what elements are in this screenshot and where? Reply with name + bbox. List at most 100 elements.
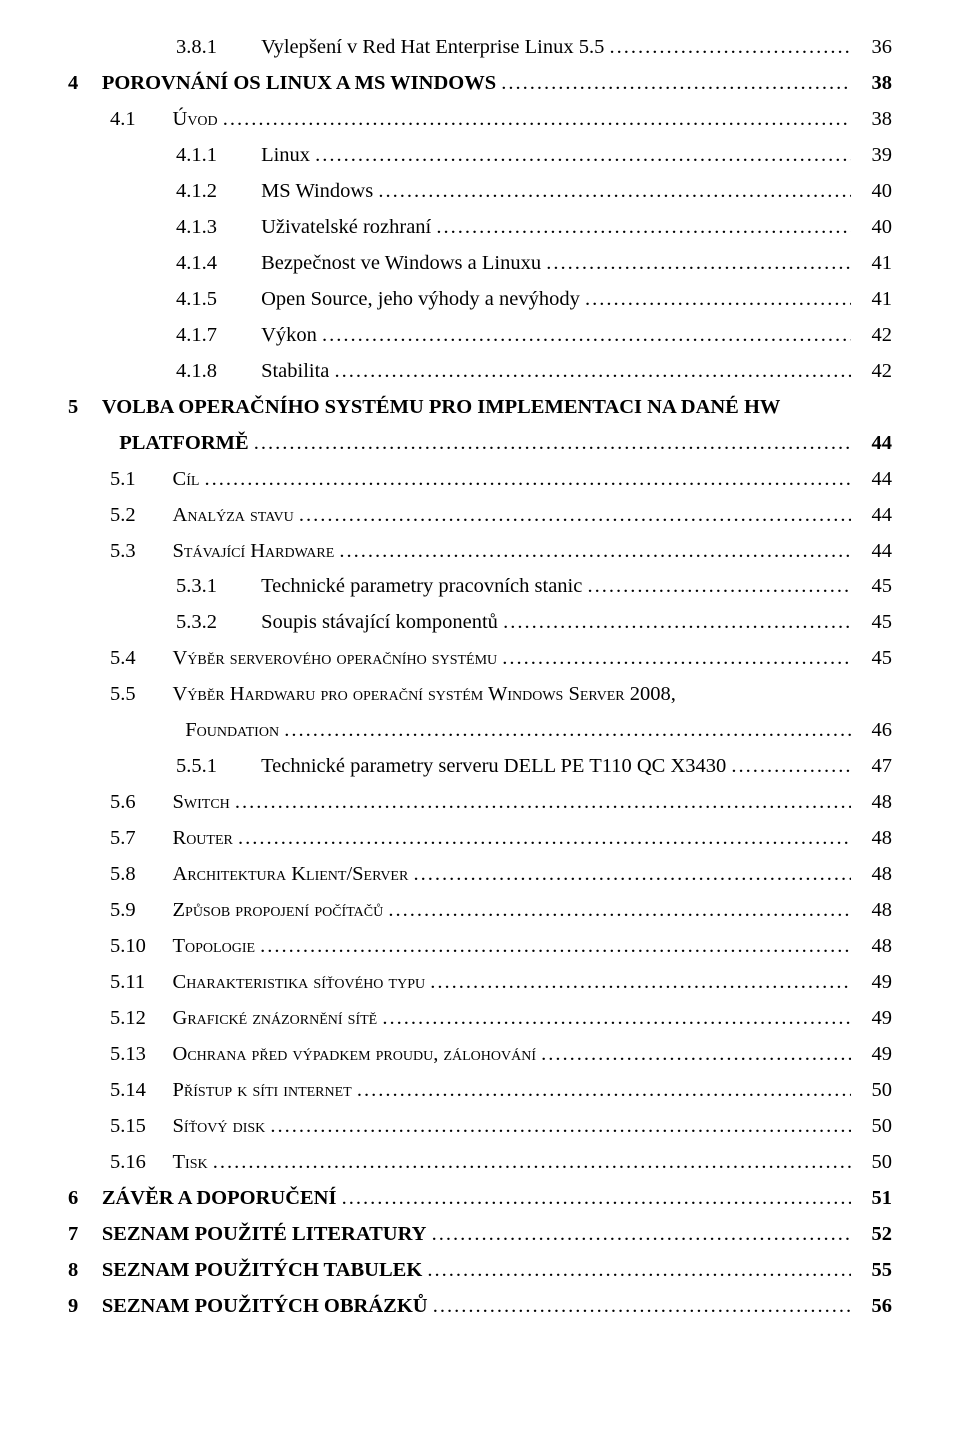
toc-page-number: 56 xyxy=(851,1291,892,1323)
toc-page-number: 39 xyxy=(851,140,892,172)
toc-label: Úvod xyxy=(163,104,217,136)
toc-entry: 8SEZNAM POUŽITÝCH TABULEK55 xyxy=(68,1255,892,1287)
toc-entry: 5.11Charakteristika síťového typu49 xyxy=(68,967,892,999)
toc-entry: 5.10Topologie48 xyxy=(68,931,892,963)
toc-page-number: 51 xyxy=(851,1183,892,1215)
toc-leader xyxy=(218,104,851,136)
toc-entry: 5.5Výběr Hardwaru pro operační systém Wi… xyxy=(68,679,892,711)
toc-label: Cíl xyxy=(163,464,199,496)
toc-entry: 5.9Způsob propojení počítačů 48 xyxy=(68,895,892,927)
toc-page-number: 44 xyxy=(851,428,892,460)
toc-label: Architektura Klient/Server xyxy=(163,859,408,891)
toc-entry: 5.13Ochrana před výpadkem proudu, záloho… xyxy=(68,1039,892,1071)
toc-page-number: 48 xyxy=(851,931,892,963)
toc-label: Foundation xyxy=(176,715,279,747)
toc-page-number: 46 xyxy=(851,715,892,747)
toc-page-number: 49 xyxy=(851,1003,892,1035)
toc-entry: 4.1.2MS Windows40 xyxy=(68,176,892,208)
toc-number: 5.10 xyxy=(110,931,163,963)
toc-leader xyxy=(208,1147,851,1179)
toc-entry: 4.1.8Stabilita42 xyxy=(68,356,892,388)
toc-leader xyxy=(377,1003,851,1035)
toc-entry: 7SEZNAM POUŽITÉ LITERATURY52 xyxy=(68,1219,892,1251)
toc-entry: 4.1Úvod38 xyxy=(68,104,892,136)
toc-page-number: 52 xyxy=(851,1219,892,1251)
toc-entry: 5.12Grafické znázornění sítě 49 xyxy=(68,1003,892,1035)
toc-number: 4.1.1 xyxy=(176,140,252,172)
toc-page-number: 40 xyxy=(851,176,892,208)
toc-label: Bezpečnost ve Windows a Linuxu xyxy=(252,248,541,280)
toc-leader xyxy=(329,356,851,388)
toc-number: 5.1 xyxy=(110,464,163,496)
toc-label: VOLBA OPERAČNÍHO SYSTÉMU PRO IMPLEMENTAC… xyxy=(93,392,781,424)
toc-label: Tisk xyxy=(163,1147,207,1179)
toc-entry: 5.2Analýza stavu44 xyxy=(68,500,892,532)
toc-number: 5.9 xyxy=(110,895,163,927)
toc-number: 4.1.7 xyxy=(176,320,252,352)
toc-entry: 5.3.1Technické parametry pracovních stan… xyxy=(68,571,892,603)
toc-entry: 9SEZNAM POUŽITÝCH OBRÁZKŮ56 xyxy=(68,1291,892,1323)
toc-number: 5.12 xyxy=(110,1003,163,1035)
toc-number: 5.7 xyxy=(110,823,163,855)
toc-entry: 5.1Cíl 44 xyxy=(68,464,892,496)
toc-entry: 5VOLBA OPERAČNÍHO SYSTÉMU PRO IMPLEMENTA… xyxy=(68,392,892,424)
toc-number: 5 xyxy=(68,392,93,424)
toc-entry: 4.1.3Uživatelské rozhraní40 xyxy=(68,212,892,244)
toc-leader xyxy=(541,248,851,280)
toc-entry: 5.5.1Technické parametry serveru DELL PE… xyxy=(68,751,892,783)
toc-number: 7 xyxy=(68,1219,93,1251)
toc-leader xyxy=(498,607,851,639)
toc-leader xyxy=(428,1291,851,1323)
toc-label: Uživatelské rozhraní xyxy=(252,212,431,244)
toc-page-number: 44 xyxy=(851,464,892,496)
toc-label: Vylepšení v Red Hat Enterprise Linux 5.5 xyxy=(252,32,605,64)
toc-leader xyxy=(496,68,851,100)
toc-leader xyxy=(233,823,851,855)
toc-page-number: 45 xyxy=(851,643,892,675)
toc-entry: Foundation 46 xyxy=(68,715,892,747)
toc-number: 5.3.1 xyxy=(176,571,252,603)
toc-number: 9 xyxy=(68,1291,93,1323)
toc-page-number: 38 xyxy=(851,104,892,136)
toc-entry: 5.6Switch48 xyxy=(68,787,892,819)
toc-label: Technické parametry pracovních stanic xyxy=(252,571,583,603)
toc-leader xyxy=(604,32,851,64)
toc-page-number: 42 xyxy=(851,356,892,388)
toc-leader xyxy=(408,859,851,891)
toc-page-number: 55 xyxy=(851,1255,892,1287)
toc-label: Způsob propojení počítačů xyxy=(163,895,383,927)
toc-entry: 3.8.1Vylepšení v Red Hat Enterprise Linu… xyxy=(68,32,892,64)
toc-entry: 4.1.4Bezpečnost ve Windows a Linuxu41 xyxy=(68,248,892,280)
toc-entry: PLATFORMĚ44 xyxy=(68,428,892,460)
toc-number: 4.1.2 xyxy=(176,176,252,208)
toc-leader xyxy=(536,1039,851,1071)
toc-leader xyxy=(317,320,851,352)
toc-page-number: 42 xyxy=(851,320,892,352)
toc-leader xyxy=(580,284,851,316)
toc-leader xyxy=(352,1075,851,1107)
toc-label: Grafické znázornění sítě xyxy=(163,1003,377,1035)
toc-label: Výkon xyxy=(252,320,317,352)
toc-leader xyxy=(497,643,851,675)
toc-leader xyxy=(255,931,851,963)
toc-page-number: 48 xyxy=(851,895,892,927)
toc-number: 5.3 xyxy=(110,536,163,568)
toc-number: 5.13 xyxy=(110,1039,163,1071)
toc-label: Výběr serverového operačního systému xyxy=(163,643,497,675)
toc-leader xyxy=(726,751,851,783)
toc-label: Linux xyxy=(252,140,310,172)
toc-number: 4.1.5 xyxy=(176,284,252,316)
toc-number: 4.1.8 xyxy=(176,356,252,388)
toc-leader xyxy=(422,1255,851,1287)
toc-number: 5.2 xyxy=(110,500,163,532)
toc-label: ZÁVĚR A DOPORUČENÍ xyxy=(93,1183,337,1215)
toc-page-number: 41 xyxy=(851,248,892,280)
toc-page-number: 49 xyxy=(851,967,892,999)
toc-label: Stávající Hardware xyxy=(163,536,334,568)
toc-entry: 4POROVNÁNÍ OS LINUX A MS WINDOWS38 xyxy=(68,68,892,100)
toc-leader xyxy=(427,1219,852,1251)
toc-number: 5.5.1 xyxy=(176,751,252,783)
toc-page-number: 45 xyxy=(851,607,892,639)
toc-leader xyxy=(373,176,851,208)
toc-number: 5.3.2 xyxy=(176,607,252,639)
